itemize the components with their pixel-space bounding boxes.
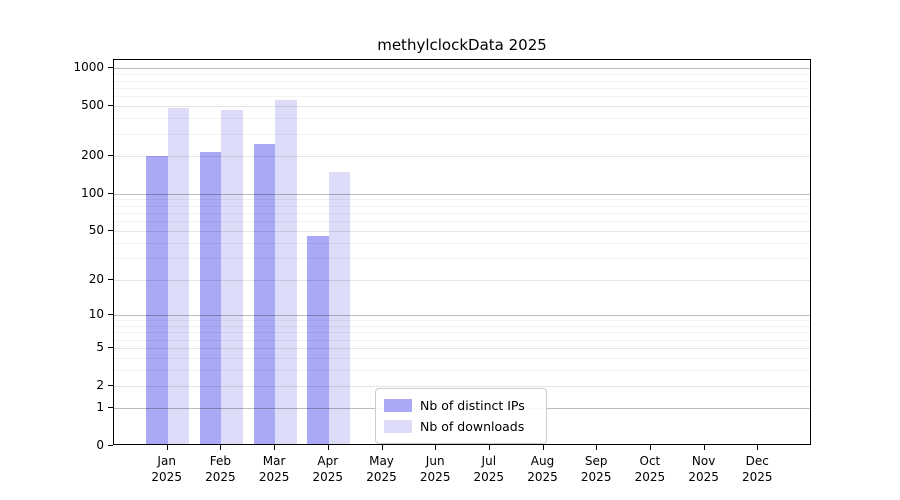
y-tick-mark bbox=[108, 407, 113, 409]
y-tick-mark bbox=[108, 384, 113, 386]
x-tick-label: Jun 2025 bbox=[419, 454, 451, 485]
y-tick-label: 100 bbox=[81, 185, 104, 200]
x-tick-mark bbox=[757, 445, 759, 450]
bar-downloads-mar bbox=[275, 100, 297, 444]
legend-label-downloads: Nb of downloads bbox=[420, 419, 525, 434]
x-tick-mark bbox=[274, 445, 276, 450]
y-gridline bbox=[114, 134, 810, 135]
legend-label-distinct-ips: Nb of distinct IPs bbox=[420, 398, 525, 413]
x-tick-mark bbox=[488, 445, 490, 450]
x-tick-mark bbox=[327, 445, 329, 450]
legend: Nb of distinct IPs Nb of downloads bbox=[375, 388, 547, 444]
x-tick-label: Mar 2025 bbox=[258, 454, 290, 485]
x-tick-mark bbox=[435, 445, 437, 450]
x-tick-mark bbox=[381, 445, 383, 450]
y-tick-mark bbox=[108, 192, 113, 194]
y-gridline bbox=[114, 74, 810, 76]
y-tick-label: 0 bbox=[96, 438, 104, 452]
x-tick-mark bbox=[166, 445, 168, 450]
y-tick-label: 5 bbox=[96, 340, 104, 355]
y-tick-mark bbox=[108, 105, 113, 107]
y-tick-mark bbox=[108, 278, 113, 280]
x-tick-mark bbox=[649, 445, 651, 450]
y-gridline bbox=[114, 106, 810, 108]
bar-distinct-ips-feb bbox=[199, 152, 222, 444]
legend-item-distinct-ips: Nb of distinct IPs bbox=[384, 395, 536, 416]
x-tick-label: Dec 2025 bbox=[742, 454, 773, 485]
y-tick-label: 50 bbox=[88, 223, 104, 238]
bar-distinct-ips-apr bbox=[307, 235, 329, 444]
bar-distinct-ips-mar bbox=[253, 144, 276, 444]
y-tick-mark bbox=[108, 445, 113, 446]
bar-downloads-jan bbox=[167, 107, 190, 444]
bar-downloads-feb bbox=[221, 109, 243, 444]
legend-swatch-downloads bbox=[384, 420, 412, 433]
bar-distinct-ips-jan bbox=[146, 155, 168, 444]
x-tick-label: Apr 2025 bbox=[312, 454, 344, 485]
y-tick-label: 1000 bbox=[73, 60, 104, 75]
y-tick-label: 20 bbox=[88, 271, 104, 286]
x-tick-mark bbox=[220, 445, 222, 450]
chart-title: methylclockData 2025 bbox=[377, 36, 547, 54]
legend-swatch-distinct-ips bbox=[384, 399, 412, 412]
x-tick-mark bbox=[596, 445, 598, 450]
y-gridline bbox=[114, 80, 810, 82]
y-tick-label: 1 bbox=[96, 400, 104, 415]
x-tick-label: Feb 2025 bbox=[205, 454, 236, 485]
x-tick-label: Oct 2025 bbox=[634, 454, 666, 485]
x-tick-label: Jul 2025 bbox=[473, 454, 505, 485]
legend-item-downloads: Nb of downloads bbox=[384, 416, 536, 437]
y-gridline bbox=[114, 68, 810, 70]
x-tick-label: Sep 2025 bbox=[580, 454, 612, 485]
y-tick-mark bbox=[108, 67, 113, 69]
y-tick-mark bbox=[108, 230, 113, 232]
y-tick-label: 500 bbox=[81, 98, 104, 113]
y-tick-mark bbox=[108, 155, 113, 157]
y-tick-label: 200 bbox=[81, 148, 104, 163]
x-tick-label: Nov 2025 bbox=[688, 454, 719, 485]
x-tick-mark bbox=[542, 445, 544, 450]
y-tick-label: 2 bbox=[96, 377, 104, 392]
x-tick-label: Aug 2025 bbox=[527, 454, 558, 485]
x-tick-label: Jan 2025 bbox=[151, 454, 182, 485]
y-gridline bbox=[114, 87, 810, 89]
y-gridline bbox=[114, 118, 810, 120]
x-tick-label: May 2025 bbox=[366, 454, 397, 485]
y-tick-mark bbox=[108, 347, 113, 349]
y-tick-mark bbox=[108, 313, 113, 315]
x-tick-mark bbox=[703, 445, 705, 450]
y-gridline bbox=[114, 96, 810, 98]
y-tick-label: 10 bbox=[88, 306, 104, 321]
bar-downloads-apr bbox=[328, 171, 351, 444]
